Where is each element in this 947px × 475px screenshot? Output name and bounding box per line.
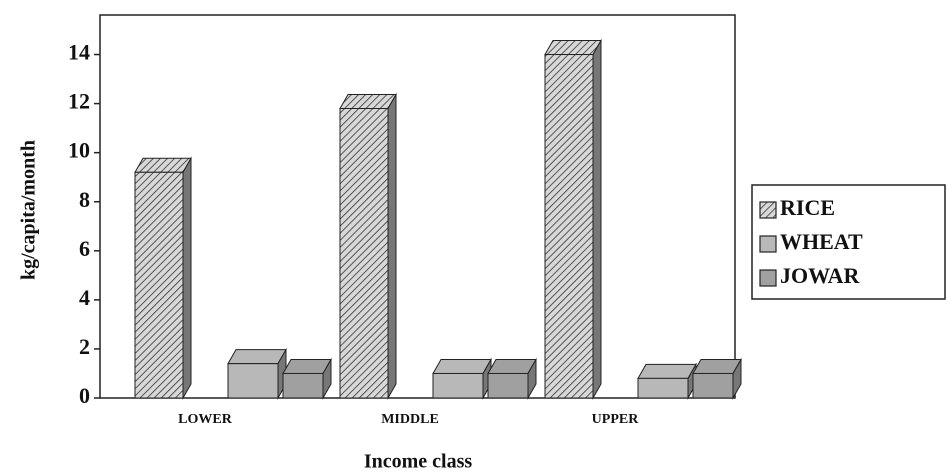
bar bbox=[544, 54, 594, 399]
bar bbox=[432, 372, 484, 399]
y-tick-label: 4 bbox=[79, 285, 90, 310]
legend-swatch bbox=[759, 269, 777, 287]
plot-frame bbox=[99, 14, 736, 399]
legend-swatch bbox=[759, 201, 777, 219]
bar-top bbox=[637, 363, 697, 379]
bar-top bbox=[227, 349, 287, 365]
bar bbox=[692, 372, 734, 399]
y-tick-label: 10 bbox=[68, 138, 90, 163]
bar-top bbox=[432, 358, 492, 374]
bar-top bbox=[134, 157, 192, 173]
legend-swatch bbox=[759, 235, 777, 253]
bar-top bbox=[339, 94, 397, 110]
bar bbox=[487, 372, 529, 399]
y-tick-label: 12 bbox=[68, 89, 90, 114]
bar bbox=[282, 372, 324, 399]
y-tick-label: 8 bbox=[79, 187, 90, 212]
y-tick-label: 0 bbox=[79, 383, 90, 408]
y-tick-label: 6 bbox=[79, 236, 90, 261]
y-tick-label: 14 bbox=[68, 40, 90, 65]
y-axis-title: kg/capita/month bbox=[18, 140, 40, 280]
bar bbox=[134, 171, 184, 399]
bar-top bbox=[544, 40, 602, 56]
x-axis-title: Income class bbox=[364, 451, 473, 473]
bar bbox=[637, 377, 689, 399]
bar bbox=[339, 108, 389, 399]
legend-label: RICE bbox=[780, 195, 835, 220]
bar bbox=[227, 363, 279, 399]
legend-label: JOWAR bbox=[780, 263, 861, 288]
x-tick-label: UPPER bbox=[592, 412, 640, 427]
x-tick-label: LOWER bbox=[178, 412, 233, 427]
y-tick-label: 2 bbox=[79, 334, 90, 359]
legend-box bbox=[751, 184, 946, 300]
bar-side bbox=[182, 156, 192, 400]
x-tick-label: MIDDLE bbox=[381, 412, 439, 427]
bar-side bbox=[592, 38, 602, 400]
legend-label: WHEAT bbox=[780, 229, 863, 254]
bar-side bbox=[387, 92, 397, 400]
